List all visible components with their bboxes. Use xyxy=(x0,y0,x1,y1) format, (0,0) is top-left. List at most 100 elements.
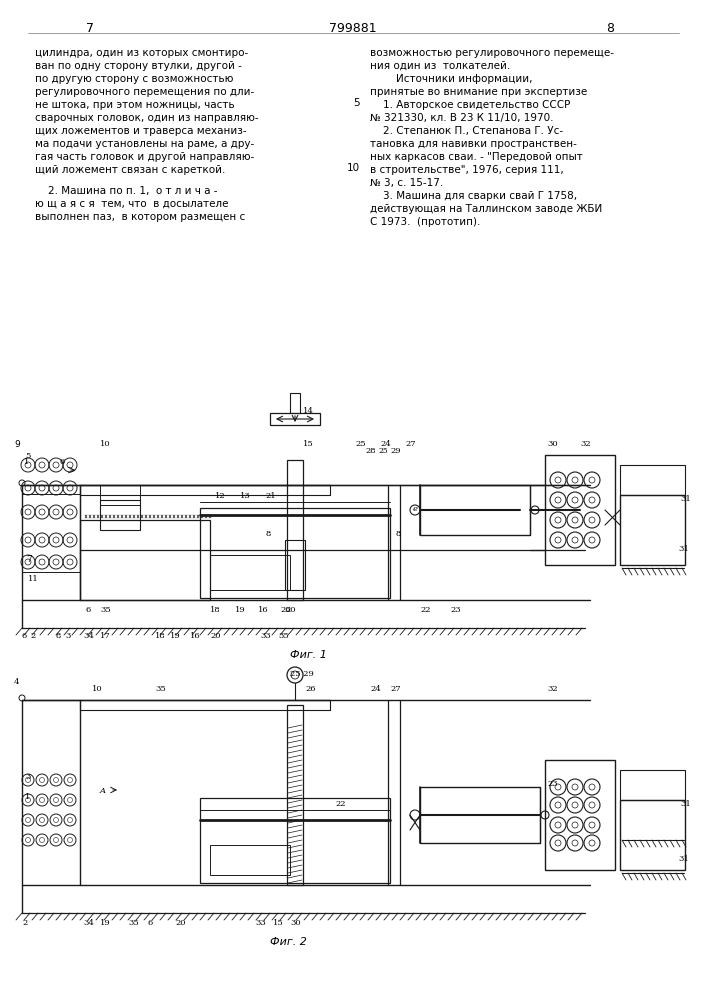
Text: 22: 22 xyxy=(335,800,346,808)
Bar xyxy=(620,800,685,870)
Text: 799881: 799881 xyxy=(329,22,377,35)
Text: 7: 7 xyxy=(26,555,32,564)
Bar xyxy=(100,485,140,505)
Text: 22: 22 xyxy=(420,606,431,614)
Text: 4: 4 xyxy=(14,678,20,686)
Bar xyxy=(545,455,615,565)
Bar xyxy=(287,460,303,600)
Text: 7: 7 xyxy=(86,22,94,35)
Text: e: e xyxy=(413,505,418,513)
Text: 19: 19 xyxy=(170,632,181,640)
Text: 34: 34 xyxy=(83,919,94,927)
Text: 8: 8 xyxy=(606,22,614,35)
Text: 8: 8 xyxy=(265,530,270,538)
Text: 9: 9 xyxy=(14,440,20,449)
Text: Фиг. 2: Фиг. 2 xyxy=(270,937,307,947)
Bar xyxy=(420,485,530,535)
Text: 16: 16 xyxy=(190,632,201,640)
Text: 20: 20 xyxy=(175,919,185,927)
Text: 6: 6 xyxy=(85,606,90,614)
Text: 6: 6 xyxy=(22,632,28,640)
Text: ма подачи установлены на раме, а дру-: ма подачи установлены на раме, а дру- xyxy=(35,139,255,149)
Text: ных каркасов сваи. - "Передовой опыт: ных каркасов сваи. - "Передовой опыт xyxy=(370,152,583,162)
Text: цилиндра, один из которых смонтиро-: цилиндра, один из которых смонтиро- xyxy=(35,48,248,58)
Text: ван по одну сторону втулки, другой -: ван по одну сторону втулки, другой - xyxy=(35,61,242,71)
Text: 35: 35 xyxy=(100,606,111,614)
Text: 18: 18 xyxy=(210,606,221,614)
Text: сварочных головок, один из направляю-: сварочных головок, один из направляю- xyxy=(35,113,259,123)
Bar xyxy=(80,550,210,600)
Text: 28: 28 xyxy=(365,447,375,455)
Text: 5: 5 xyxy=(354,98,360,108)
Text: в строительстве", 1976, серия 111,: в строительстве", 1976, серия 111, xyxy=(370,165,563,175)
Text: 20: 20 xyxy=(210,632,221,640)
Text: ния один из  толкателей.: ния один из толкателей. xyxy=(370,61,510,71)
Text: 31: 31 xyxy=(678,855,689,863)
Text: тановка для навивки пространствен-: тановка для навивки пространствен- xyxy=(370,139,577,149)
Text: регулировочного перемещения по дли-: регулировочного перемещения по дли- xyxy=(35,87,255,97)
Text: действующая на Таллинском заводе ЖБИ: действующая на Таллинском заводе ЖБИ xyxy=(370,204,602,214)
Text: 23: 23 xyxy=(547,780,558,788)
Bar xyxy=(100,500,140,530)
Text: гая часть головок и другой направляю-: гая часть головок и другой направляю- xyxy=(35,152,255,162)
Text: щих ложементов и траверса механиз-: щих ложементов и траверса механиз- xyxy=(35,126,247,136)
Bar xyxy=(200,508,390,598)
Text: 24: 24 xyxy=(370,685,381,693)
Bar xyxy=(620,465,685,495)
Text: 31: 31 xyxy=(678,545,689,553)
Text: 3. Машина для сварки свай Г 1758,: 3. Машина для сварки свай Г 1758, xyxy=(370,191,577,201)
Bar xyxy=(270,413,320,425)
Bar xyxy=(210,845,290,875)
Text: 20: 20 xyxy=(285,606,296,614)
Text: щий ложемент связан с кареткой.: щий ложемент связан с кареткой. xyxy=(35,165,226,175)
Text: 33: 33 xyxy=(255,919,266,927)
Text: 2: 2 xyxy=(30,632,35,640)
Text: 31: 31 xyxy=(680,495,691,503)
Text: 2: 2 xyxy=(22,919,28,927)
Text: 24: 24 xyxy=(380,440,391,448)
Text: 31: 31 xyxy=(680,800,691,808)
Text: 26: 26 xyxy=(280,606,291,614)
Text: 5: 5 xyxy=(25,452,30,460)
Text: 35: 35 xyxy=(278,632,288,640)
Text: 19: 19 xyxy=(100,919,111,927)
Text: 27: 27 xyxy=(390,685,401,693)
Bar xyxy=(420,787,540,843)
Bar xyxy=(200,798,390,883)
Text: 2. Степанюк П., Степанова Г. Ус-: 2. Степанюк П., Степанова Г. Ус- xyxy=(370,126,563,136)
Text: 12: 12 xyxy=(215,492,226,500)
Text: 13: 13 xyxy=(240,492,251,500)
Text: 16: 16 xyxy=(258,606,269,614)
Text: 15: 15 xyxy=(273,919,284,927)
Text: 8: 8 xyxy=(395,530,400,538)
Bar xyxy=(620,495,685,565)
Text: 32: 32 xyxy=(547,685,558,693)
Text: 2. Машина по п. 1,  о т л и ч а -: 2. Машина по п. 1, о т л и ч а - xyxy=(35,186,218,196)
Text: 6: 6 xyxy=(60,458,65,466)
Text: 30: 30 xyxy=(547,440,558,448)
Text: 10: 10 xyxy=(100,440,110,448)
Text: возможностью регулировочного перемеще-: возможностью регулировочного перемеще- xyxy=(370,48,614,58)
Text: Источники информации,: Источники информации, xyxy=(370,74,532,84)
Text: 18: 18 xyxy=(155,632,165,640)
Text: 27: 27 xyxy=(405,440,416,448)
Text: 15: 15 xyxy=(303,440,314,448)
Text: не штока, при этом ножницы, часть: не штока, при этом ножницы, часть xyxy=(35,100,235,110)
Text: 8: 8 xyxy=(55,632,60,640)
Bar xyxy=(287,705,303,885)
Text: 25: 25 xyxy=(355,440,366,448)
Text: 1: 1 xyxy=(24,458,30,466)
Text: 35: 35 xyxy=(155,685,165,693)
Text: 17: 17 xyxy=(100,632,111,640)
Text: 1. Авторское свидетельство СССР: 1. Авторское свидетельство СССР xyxy=(370,100,571,110)
Text: 10: 10 xyxy=(92,685,103,693)
Text: ю щ а я с я  тем, что  в досылателе: ю щ а я с я тем, что в досылателе xyxy=(35,199,228,209)
Text: 23: 23 xyxy=(450,606,461,614)
Text: 25 29: 25 29 xyxy=(290,670,314,678)
Text: 6: 6 xyxy=(148,919,153,927)
Text: 3: 3 xyxy=(65,632,71,640)
Text: № 3, с. 15-17.: № 3, с. 15-17. xyxy=(370,178,443,188)
Text: 33: 33 xyxy=(260,632,271,640)
Text: 25: 25 xyxy=(378,447,387,455)
Text: 1: 1 xyxy=(25,793,30,801)
